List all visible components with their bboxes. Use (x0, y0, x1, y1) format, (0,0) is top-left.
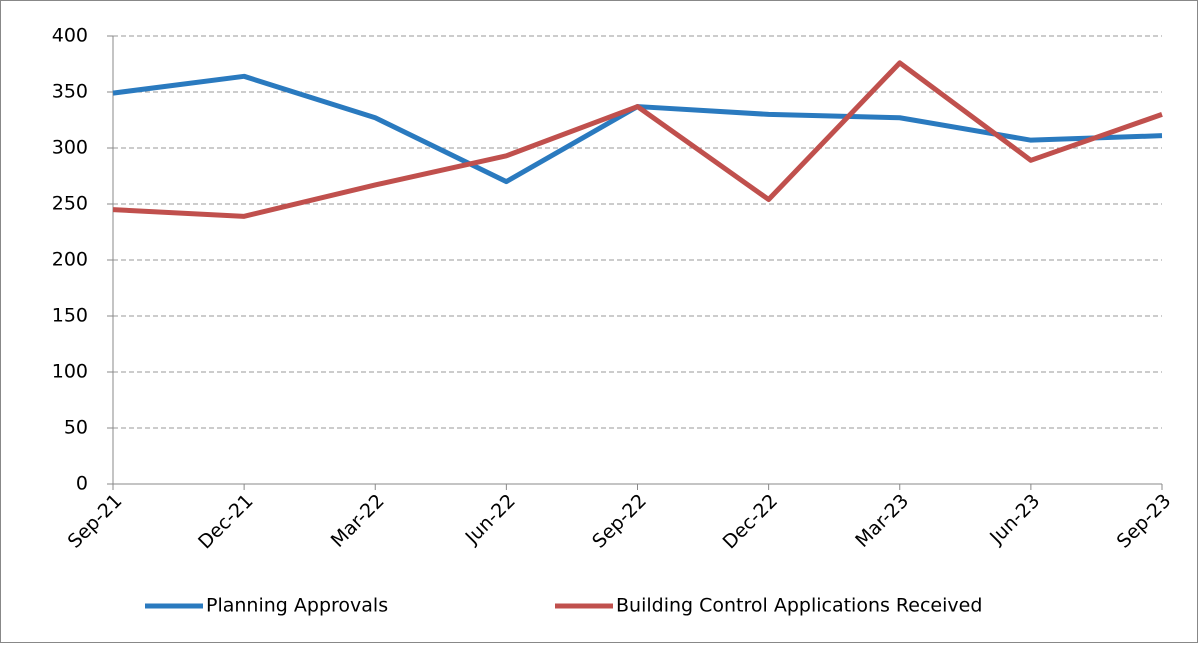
y-tick-label: 350 (52, 81, 88, 103)
y-tick-label: 300 (52, 137, 88, 159)
y-tick-label: 200 (52, 249, 88, 271)
legend-label: Building Control Applications Received (616, 595, 982, 617)
y-tick-label: 0 (76, 473, 88, 495)
legend-label: Planning Approvals (206, 595, 388, 617)
y-tick-label: 100 (52, 361, 88, 383)
y-tick-label: 50 (64, 417, 88, 439)
y-tick-label: 400 (52, 25, 88, 47)
y-tick-label: 250 (52, 193, 88, 215)
y-tick-label: 150 (52, 305, 88, 327)
series-line (112, 60, 1163, 219)
